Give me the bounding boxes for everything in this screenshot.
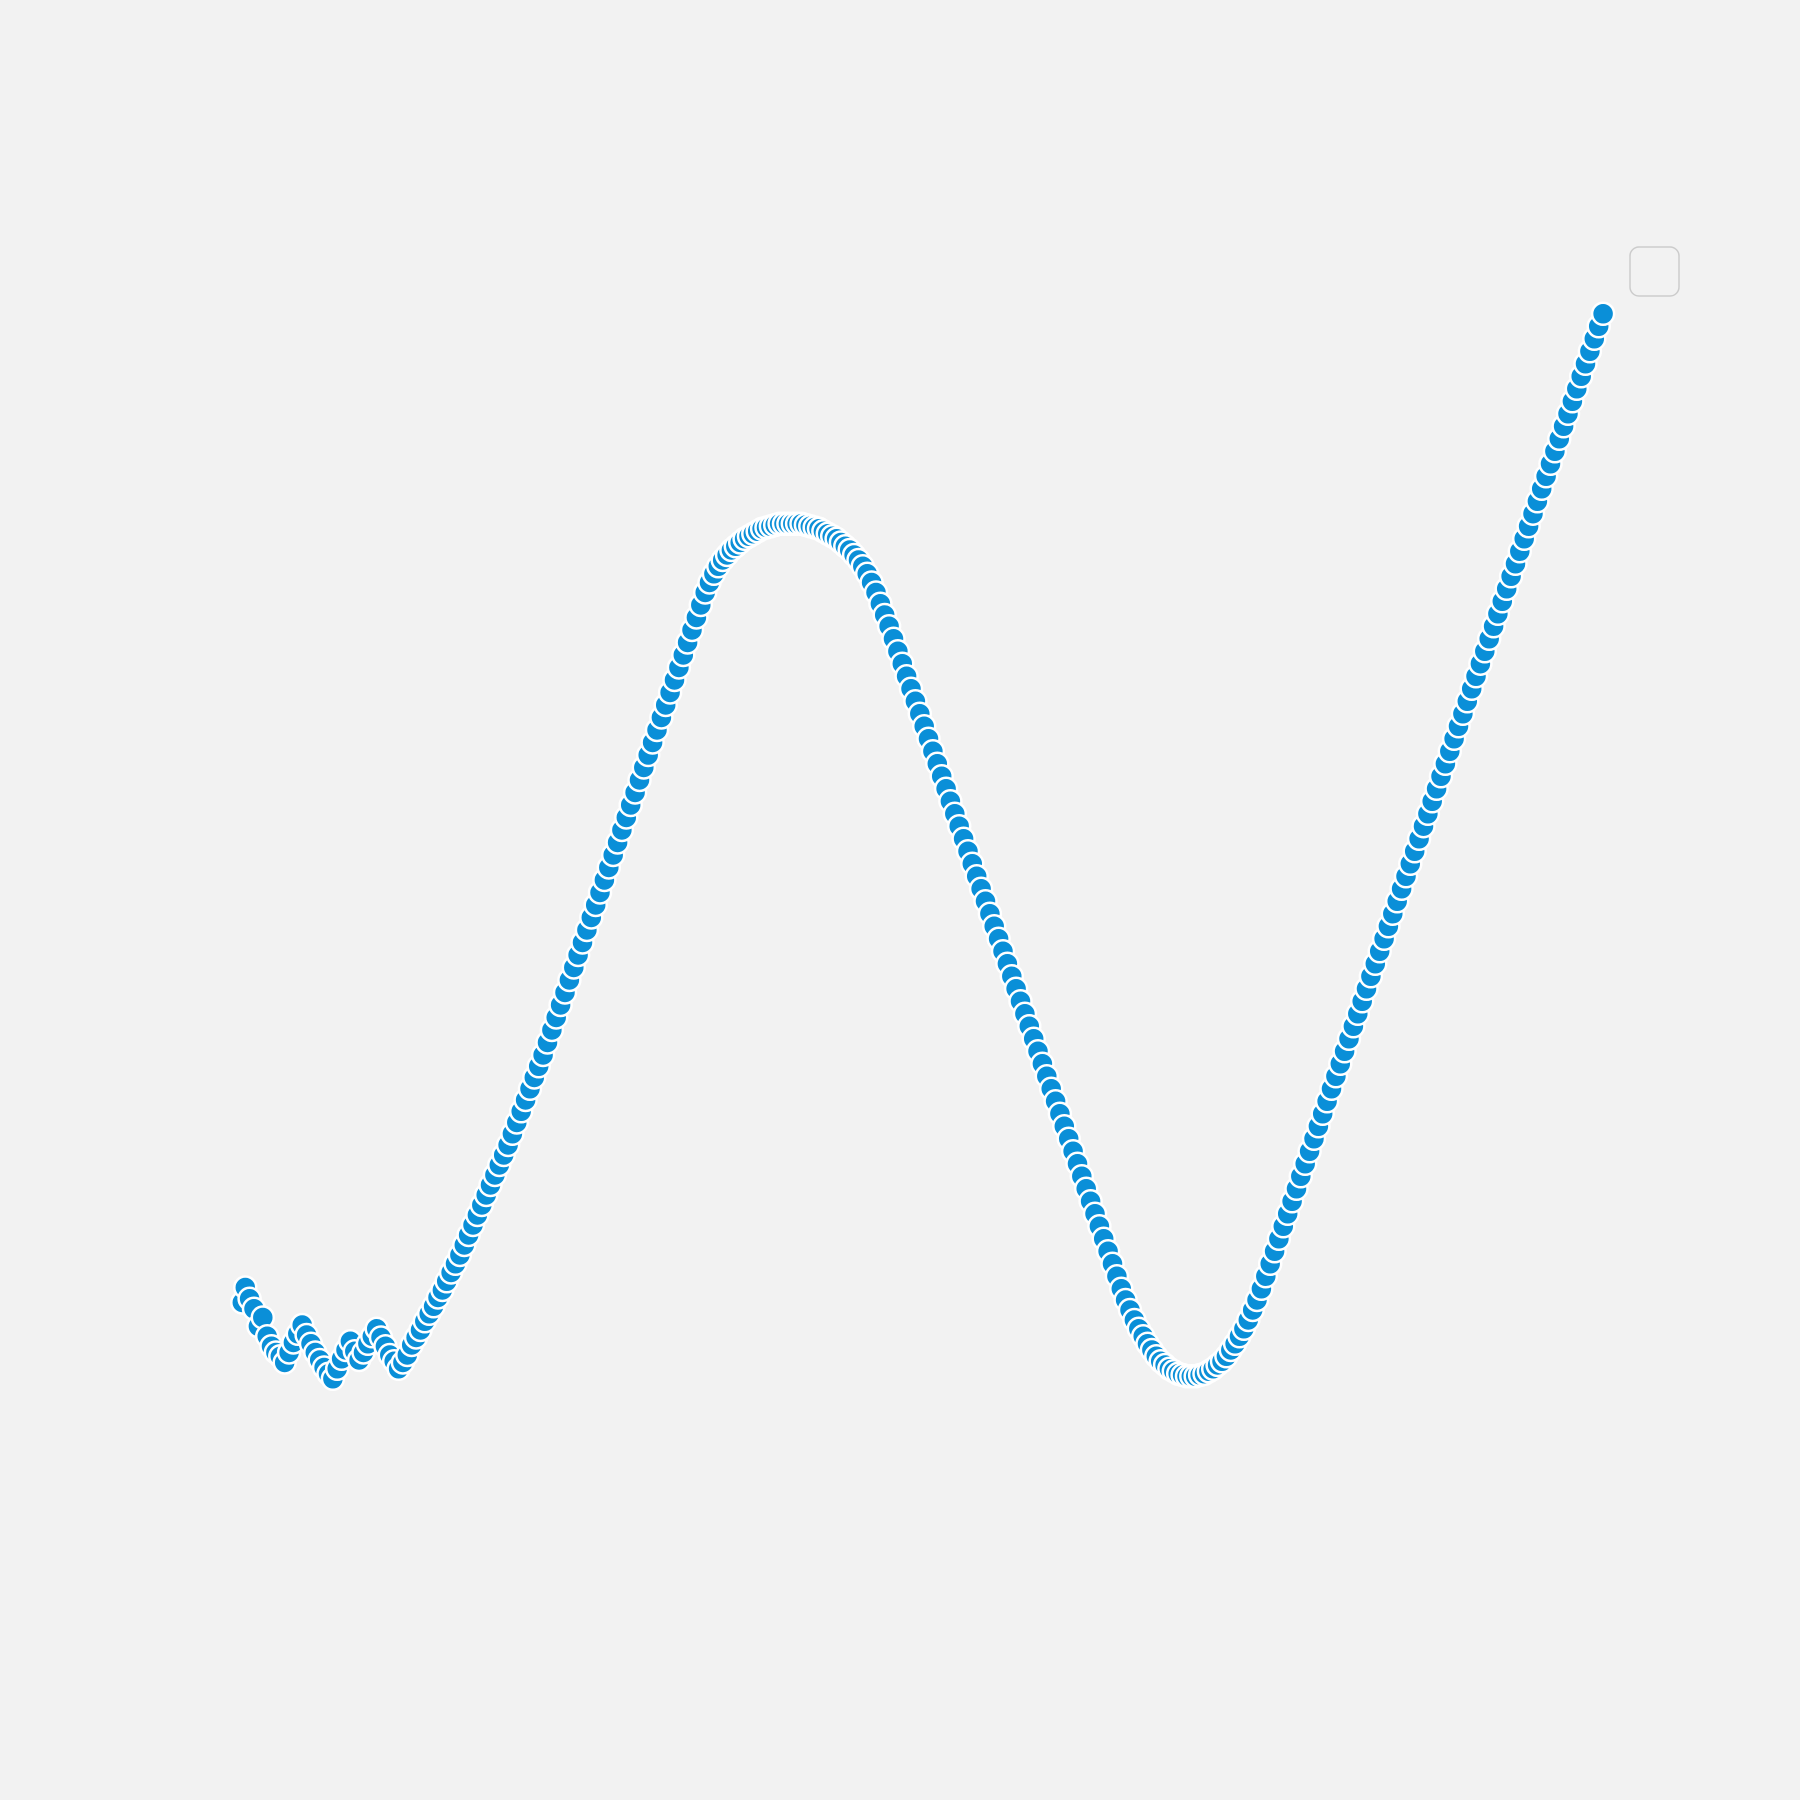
scatter-point — [1590, 301, 1616, 327]
scatter-points — [230, 301, 1616, 1392]
legend-box — [1629, 246, 1680, 297]
